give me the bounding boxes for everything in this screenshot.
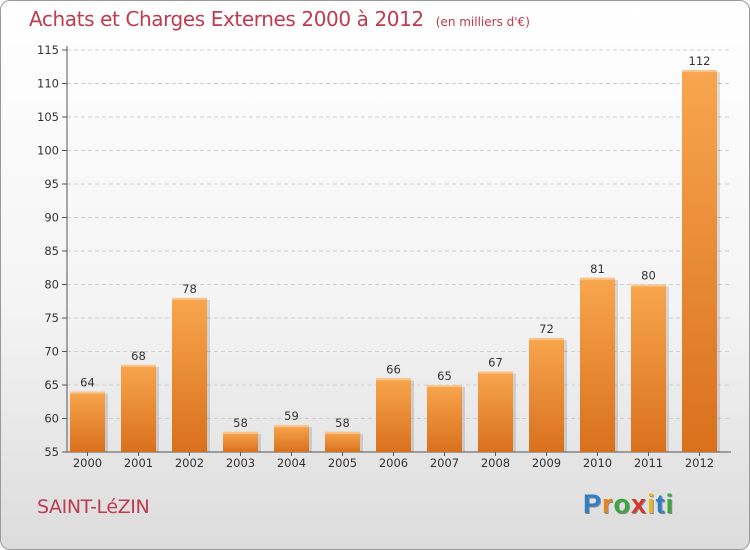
- y-tick-label: 85: [44, 244, 59, 258]
- bar: [70, 391, 105, 452]
- unit-label: (en milliers d'€): [435, 15, 530, 29]
- logo-letter: i: [647, 489, 656, 519]
- y-tick-label: 75: [44, 311, 59, 325]
- bar: [376, 378, 411, 452]
- x-tick-label: 2003: [226, 456, 255, 470]
- data-label: 112: [689, 54, 711, 68]
- data-label: 58: [335, 416, 350, 430]
- bar-highlight: [376, 378, 411, 381]
- y-tick-label: 60: [44, 412, 59, 426]
- logo-letter: P: [583, 489, 603, 519]
- data-label: 64: [80, 376, 95, 390]
- logo-letter: o: [613, 489, 632, 519]
- bar-highlight: [70, 391, 105, 394]
- chart-title: Achats et Charges Externes 2000 à 2012 (e…: [29, 7, 530, 31]
- y-tick-label: 65: [44, 378, 59, 392]
- bar-highlight: [529, 338, 564, 341]
- data-label: 58: [233, 416, 248, 430]
- x-tick-label: 2007: [430, 456, 459, 470]
- x-tick-label: 2000: [73, 456, 102, 470]
- logo-letter: t: [655, 489, 666, 519]
- x-tick-label: 2006: [379, 456, 408, 470]
- bar: [427, 385, 462, 452]
- data-label: 72: [539, 322, 554, 336]
- bar: [580, 277, 615, 452]
- bar: [223, 431, 258, 452]
- x-tick-label: 2001: [124, 456, 153, 470]
- bar: [529, 338, 564, 452]
- bar-highlight: [580, 277, 615, 280]
- bar: [478, 371, 513, 452]
- bar: [121, 364, 156, 452]
- logo-letter: r: [602, 489, 614, 519]
- y-tick-label: 70: [44, 345, 59, 359]
- x-tick-label: 2005: [328, 456, 357, 470]
- bar-highlight: [325, 431, 360, 434]
- y-tick-label: 105: [37, 110, 59, 124]
- bar: [274, 425, 309, 452]
- data-label: 78: [182, 282, 197, 296]
- x-tick-label: 2008: [481, 456, 510, 470]
- bar: [325, 431, 360, 452]
- y-tick-label: 80: [44, 278, 59, 292]
- bars: [70, 70, 720, 452]
- y-tick-label: 100: [37, 144, 59, 158]
- title-text: Achats et Charges Externes 2000 à 2012: [29, 7, 424, 31]
- bar-highlight: [682, 70, 717, 73]
- data-label: 66: [386, 362, 401, 376]
- commune-name: SAINT-LéZIN: [37, 496, 150, 518]
- bar-highlight: [121, 364, 156, 367]
- y-tick-label: 55: [44, 445, 59, 459]
- y-tick-label: 115: [37, 43, 59, 57]
- bar-highlight: [223, 431, 258, 434]
- logo-letter: x: [631, 489, 648, 519]
- data-label: 59: [284, 409, 299, 423]
- bar-highlight: [427, 385, 462, 387]
- y-tick-label: 110: [37, 77, 59, 91]
- bar-highlight: [631, 284, 666, 287]
- x-tick-label: 2010: [583, 456, 612, 470]
- data-label: 68: [131, 349, 146, 363]
- axes: 55 60 65 70 75 80 85 90 95 100 105 110 115 2000 2001 20…: [37, 43, 731, 470]
- data-label: 81: [590, 262, 605, 276]
- bar: [682, 70, 717, 452]
- data-label: 80: [641, 269, 656, 283]
- bar-highlight: [172, 297, 207, 300]
- bar-highlight: [478, 371, 513, 374]
- y-tick-label: 90: [44, 211, 59, 225]
- bar: [631, 284, 666, 452]
- data-label: 67: [488, 356, 503, 370]
- x-tick-label: 2012: [685, 456, 714, 470]
- x-tick-label: 2009: [532, 456, 561, 470]
- logo-letter: i: [665, 489, 675, 519]
- x-tick-label: 2004: [277, 456, 306, 470]
- proxiti-logo: Proxiti: [583, 489, 674, 520]
- bar-highlight: [274, 425, 309, 428]
- y-tick-label: 95: [44, 177, 59, 191]
- x-tick-label: 2002: [175, 456, 204, 470]
- x-tick-label: 2011: [634, 456, 663, 470]
- data-labels: 64 68 78 58 59 58 66 65 67 72 81 80 112: [80, 54, 710, 430]
- bar: [172, 297, 207, 452]
- data-label: 65: [437, 369, 452, 383]
